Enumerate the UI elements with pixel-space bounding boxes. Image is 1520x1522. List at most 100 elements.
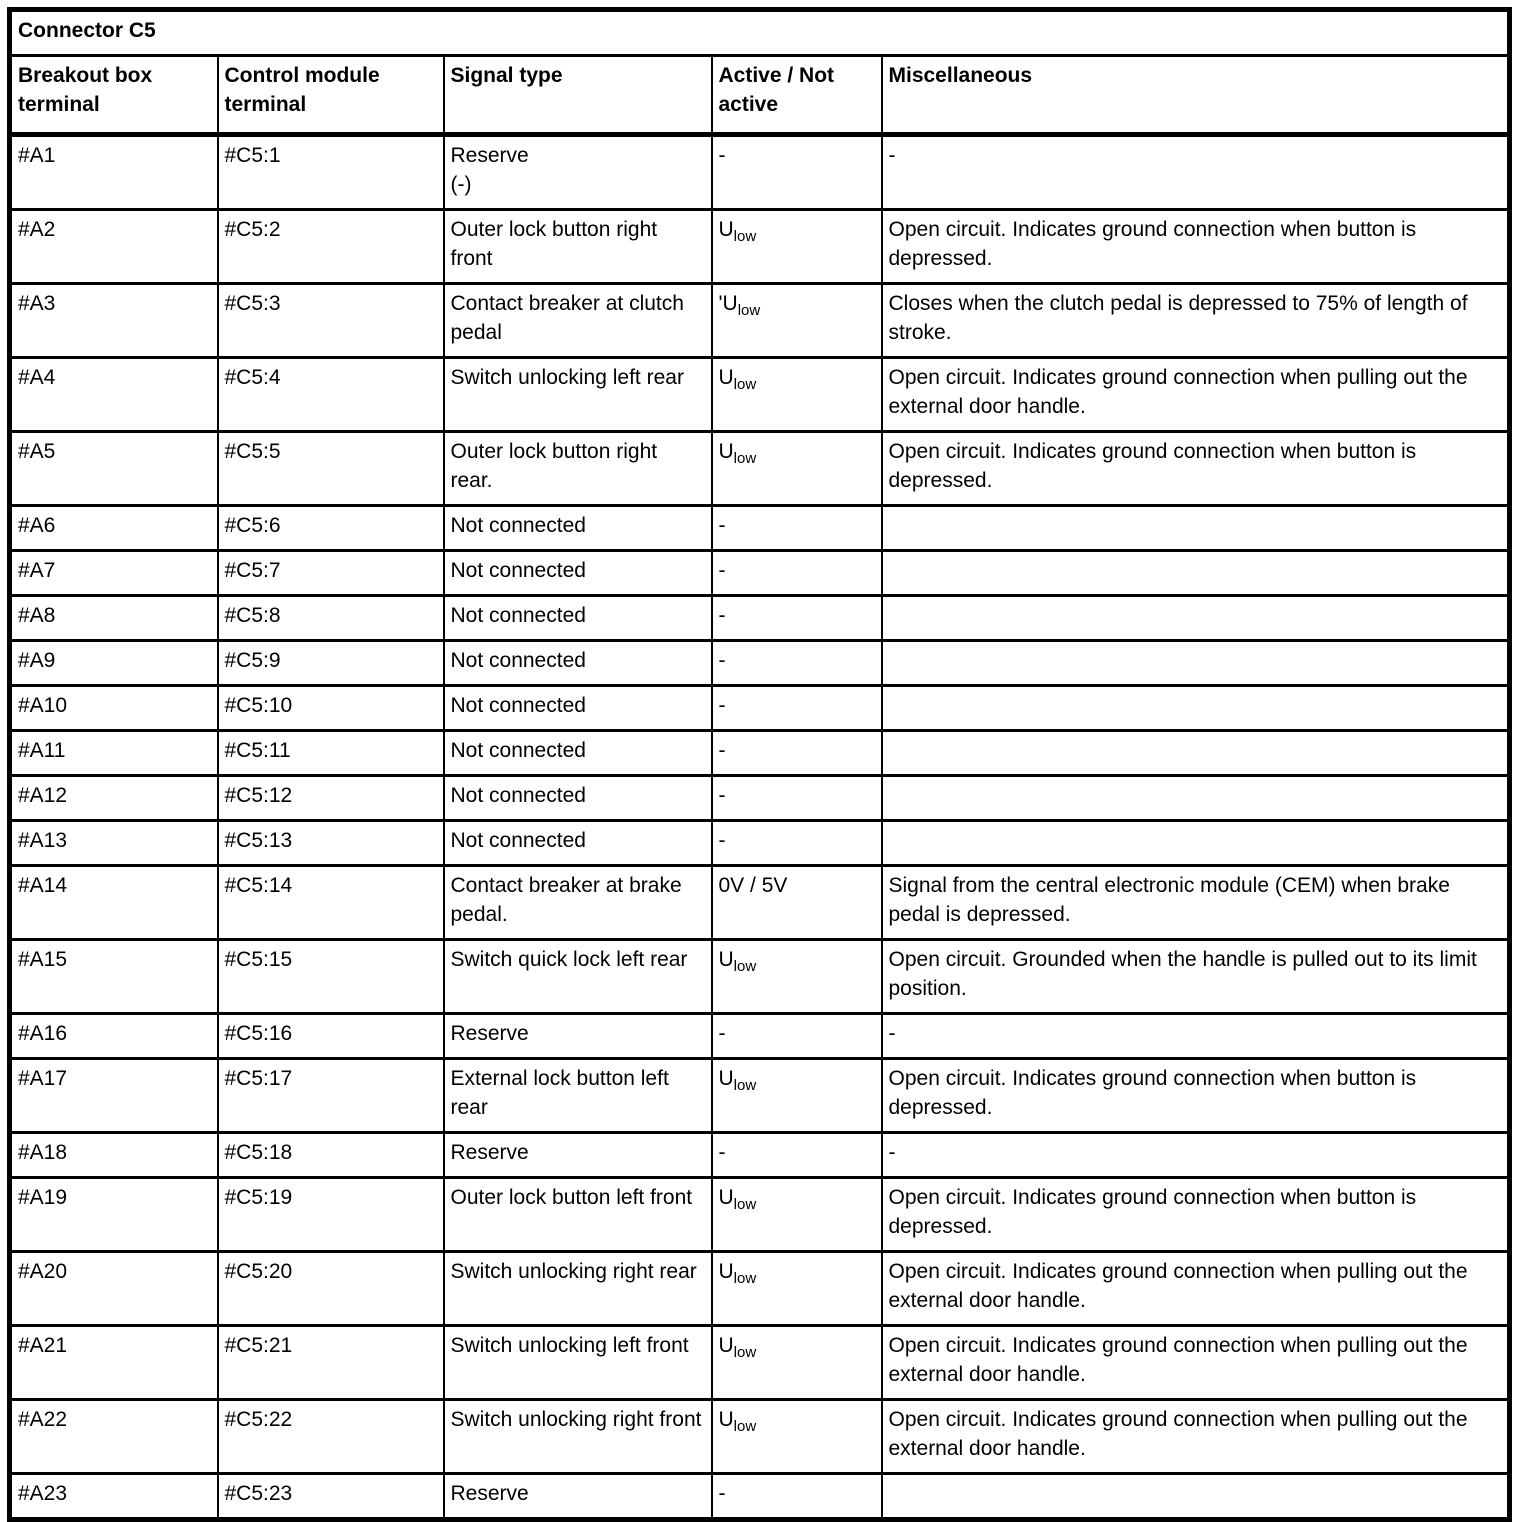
breakout-terminal-cell: #A14 xyxy=(8,864,219,941)
miscellaneous-cell: Open circuit. Indicates ground connectio… xyxy=(880,1176,1511,1253)
active-state-cell: Ulow xyxy=(710,356,883,433)
module-terminal-cell: #C5:4 xyxy=(216,356,445,433)
column-header-breakout-box-terminal: Breakout box terminal xyxy=(8,54,219,137)
miscellaneous-cell xyxy=(880,819,1511,867)
active-state-cell: - xyxy=(710,774,883,822)
breakout-terminal-cell: #A21 xyxy=(8,1324,219,1401)
signal-type-cell: Switch unlocking left rear xyxy=(442,356,713,433)
signal-type-cell: Outer lock button right rear. xyxy=(442,430,713,507)
table-title-row: Connector C5 xyxy=(8,8,1511,57)
table-row: #A10 #C5:10 Not connected - xyxy=(8,684,1511,732)
active-subscript: low xyxy=(733,1344,757,1362)
signal-type-cell: Outer lock button right front xyxy=(442,208,713,285)
active-state-cell: 'Ulow xyxy=(710,282,883,359)
column-header-control-module-terminal: Control module terminal xyxy=(216,54,445,137)
module-terminal-cell: #C5:14 xyxy=(216,864,445,941)
active-state-cell: - xyxy=(710,504,883,552)
table-row: #A4 #C5:4 Switch unlocking left rear Ulow Op… xyxy=(8,356,1511,433)
active-state-cell: Ulow xyxy=(710,1398,883,1475)
signal-type-cell: Contact breaker at clutch pedal xyxy=(442,282,713,359)
breakout-terminal-cell: #A12 xyxy=(8,774,219,822)
module-terminal-cell: #C5:15 xyxy=(216,938,445,1015)
active-state-cell: - xyxy=(710,133,883,211)
table-row: #A11 #C5:11 Not connected - xyxy=(8,729,1511,777)
module-terminal-cell: #C5:6 xyxy=(216,504,445,552)
miscellaneous-cell xyxy=(880,594,1511,642)
module-terminal-cell: #C5:11 xyxy=(216,729,445,777)
miscellaneous-cell xyxy=(880,1472,1511,1521)
breakout-terminal-cell: #A13 xyxy=(8,819,219,867)
table-row: #A12 #C5:12 Not connected - xyxy=(8,774,1511,822)
signal-type-cell: Not connected xyxy=(442,774,713,822)
signal-type-cell: Switch quick lock left rear xyxy=(442,938,713,1015)
signal-type-cell: Not connected xyxy=(442,819,713,867)
table-row: #A20 #C5:20 Switch unlocking right rear Ulo… xyxy=(8,1250,1511,1327)
module-terminal-cell: #C5:1 xyxy=(216,133,445,211)
table-row: #A17 #C5:17 External lock button left rear… xyxy=(8,1057,1511,1134)
table-row: #A19 #C5:19 Outer lock button left front Ul… xyxy=(8,1176,1511,1253)
table-row: #A5 #C5:5 Outer lock button right rear. Ulo… xyxy=(8,430,1511,507)
active-subscript: low xyxy=(733,1418,757,1436)
breakout-terminal-cell: #A9 xyxy=(8,639,219,687)
active-state-cell: Ulow xyxy=(710,1250,883,1327)
signal-type-cell: Not connected xyxy=(442,639,713,687)
active-subscript: low xyxy=(733,228,757,246)
miscellaneous-cell: Open circuit. Indicates ground connectio… xyxy=(880,1250,1511,1327)
miscellaneous-cell: - xyxy=(880,1131,1511,1179)
column-header-miscellaneous: Miscellaneous xyxy=(880,54,1511,137)
breakout-terminal-cell: #A23 xyxy=(8,1472,219,1521)
breakout-terminal-cell: #A15 xyxy=(8,938,219,1015)
signal-type-cell: Outer lock button left front xyxy=(442,1176,713,1253)
active-state-cell: - xyxy=(710,549,883,597)
module-terminal-cell: #C5:22 xyxy=(216,1398,445,1475)
column-header-active-not-active: Active / Not active xyxy=(710,54,883,137)
miscellaneous-cell: Closes when the clutch pedal is depresse… xyxy=(880,282,1511,359)
signal-type-cell: Reserve xyxy=(442,1472,713,1521)
manual-page: Connector C5 Breakout box terminal Contro… xyxy=(7,7,1512,1522)
miscellaneous-cell xyxy=(880,549,1511,597)
table-row: #A16 #C5:16 Reserve - - xyxy=(8,1012,1511,1060)
miscellaneous-cell: Open circuit. Indicates ground connectio… xyxy=(880,1324,1511,1401)
breakout-terminal-cell: #A11 xyxy=(8,729,219,777)
module-terminal-cell: #C5:12 xyxy=(216,774,445,822)
active-state-cell: Ulow xyxy=(710,1176,883,1253)
active-state-cell: - xyxy=(710,684,883,732)
breakout-terminal-cell: #A16 xyxy=(8,1012,219,1060)
table-row: #A3 #C5:3 Contact breaker at clutch pedal '… xyxy=(8,282,1511,359)
active-state-cell: - xyxy=(710,1131,883,1179)
active-state-cell: - xyxy=(710,594,883,642)
active-state-cell: Ulow xyxy=(710,1057,883,1134)
module-terminal-cell: #C5:8 xyxy=(216,594,445,642)
table-row: #A15 #C5:15 Switch quick lock left rear Ulo… xyxy=(8,938,1511,1015)
breakout-terminal-cell: #A10 xyxy=(8,684,219,732)
active-state-cell: 0V / 5V xyxy=(710,864,883,941)
module-terminal-cell: #C5:7 xyxy=(216,549,445,597)
table-row: #A13 #C5:13 Not connected - xyxy=(8,819,1511,867)
signal-type-cell: Reserve (-) xyxy=(442,133,713,211)
signal-type-cell: Not connected xyxy=(442,684,713,732)
signal-type-cell: Switch unlocking right front xyxy=(442,1398,713,1475)
breakout-terminal-cell: #A1 xyxy=(8,133,219,211)
active-subscript: low xyxy=(733,450,757,468)
breakout-terminal-cell: #A19 xyxy=(8,1176,219,1253)
module-terminal-cell: #C5:17 xyxy=(216,1057,445,1134)
active-state-cell: - xyxy=(710,819,883,867)
miscellaneous-cell: Open circuit. Indicates ground connectio… xyxy=(880,1398,1511,1475)
active-subscript: low xyxy=(737,302,761,320)
signal-type-cell: Not connected xyxy=(442,729,713,777)
active-subscript: low xyxy=(733,1077,757,1095)
active-state-cell: Ulow xyxy=(710,208,883,285)
signal-type-cell: Switch unlocking right rear xyxy=(442,1250,713,1327)
signal-type-cell: Not connected xyxy=(442,594,713,642)
miscellaneous-cell: Signal from the central electronic modul… xyxy=(880,864,1511,941)
module-terminal-cell: #C5:16 xyxy=(216,1012,445,1060)
miscellaneous-cell xyxy=(880,504,1511,552)
breakout-terminal-cell: #A20 xyxy=(8,1250,219,1327)
active-state-cell: - xyxy=(710,1472,883,1521)
table-row: #A14 #C5:14 Contact breaker at brake pedal… xyxy=(8,864,1511,941)
signal-type-cell: Reserve xyxy=(442,1131,713,1179)
module-terminal-cell: #C5:3 xyxy=(216,282,445,359)
miscellaneous-cell: Open circuit. Indicates ground connectio… xyxy=(880,430,1511,507)
table-header-row: Breakout box terminal Control module term… xyxy=(8,54,1511,137)
module-terminal-cell: #C5:18 xyxy=(216,1131,445,1179)
